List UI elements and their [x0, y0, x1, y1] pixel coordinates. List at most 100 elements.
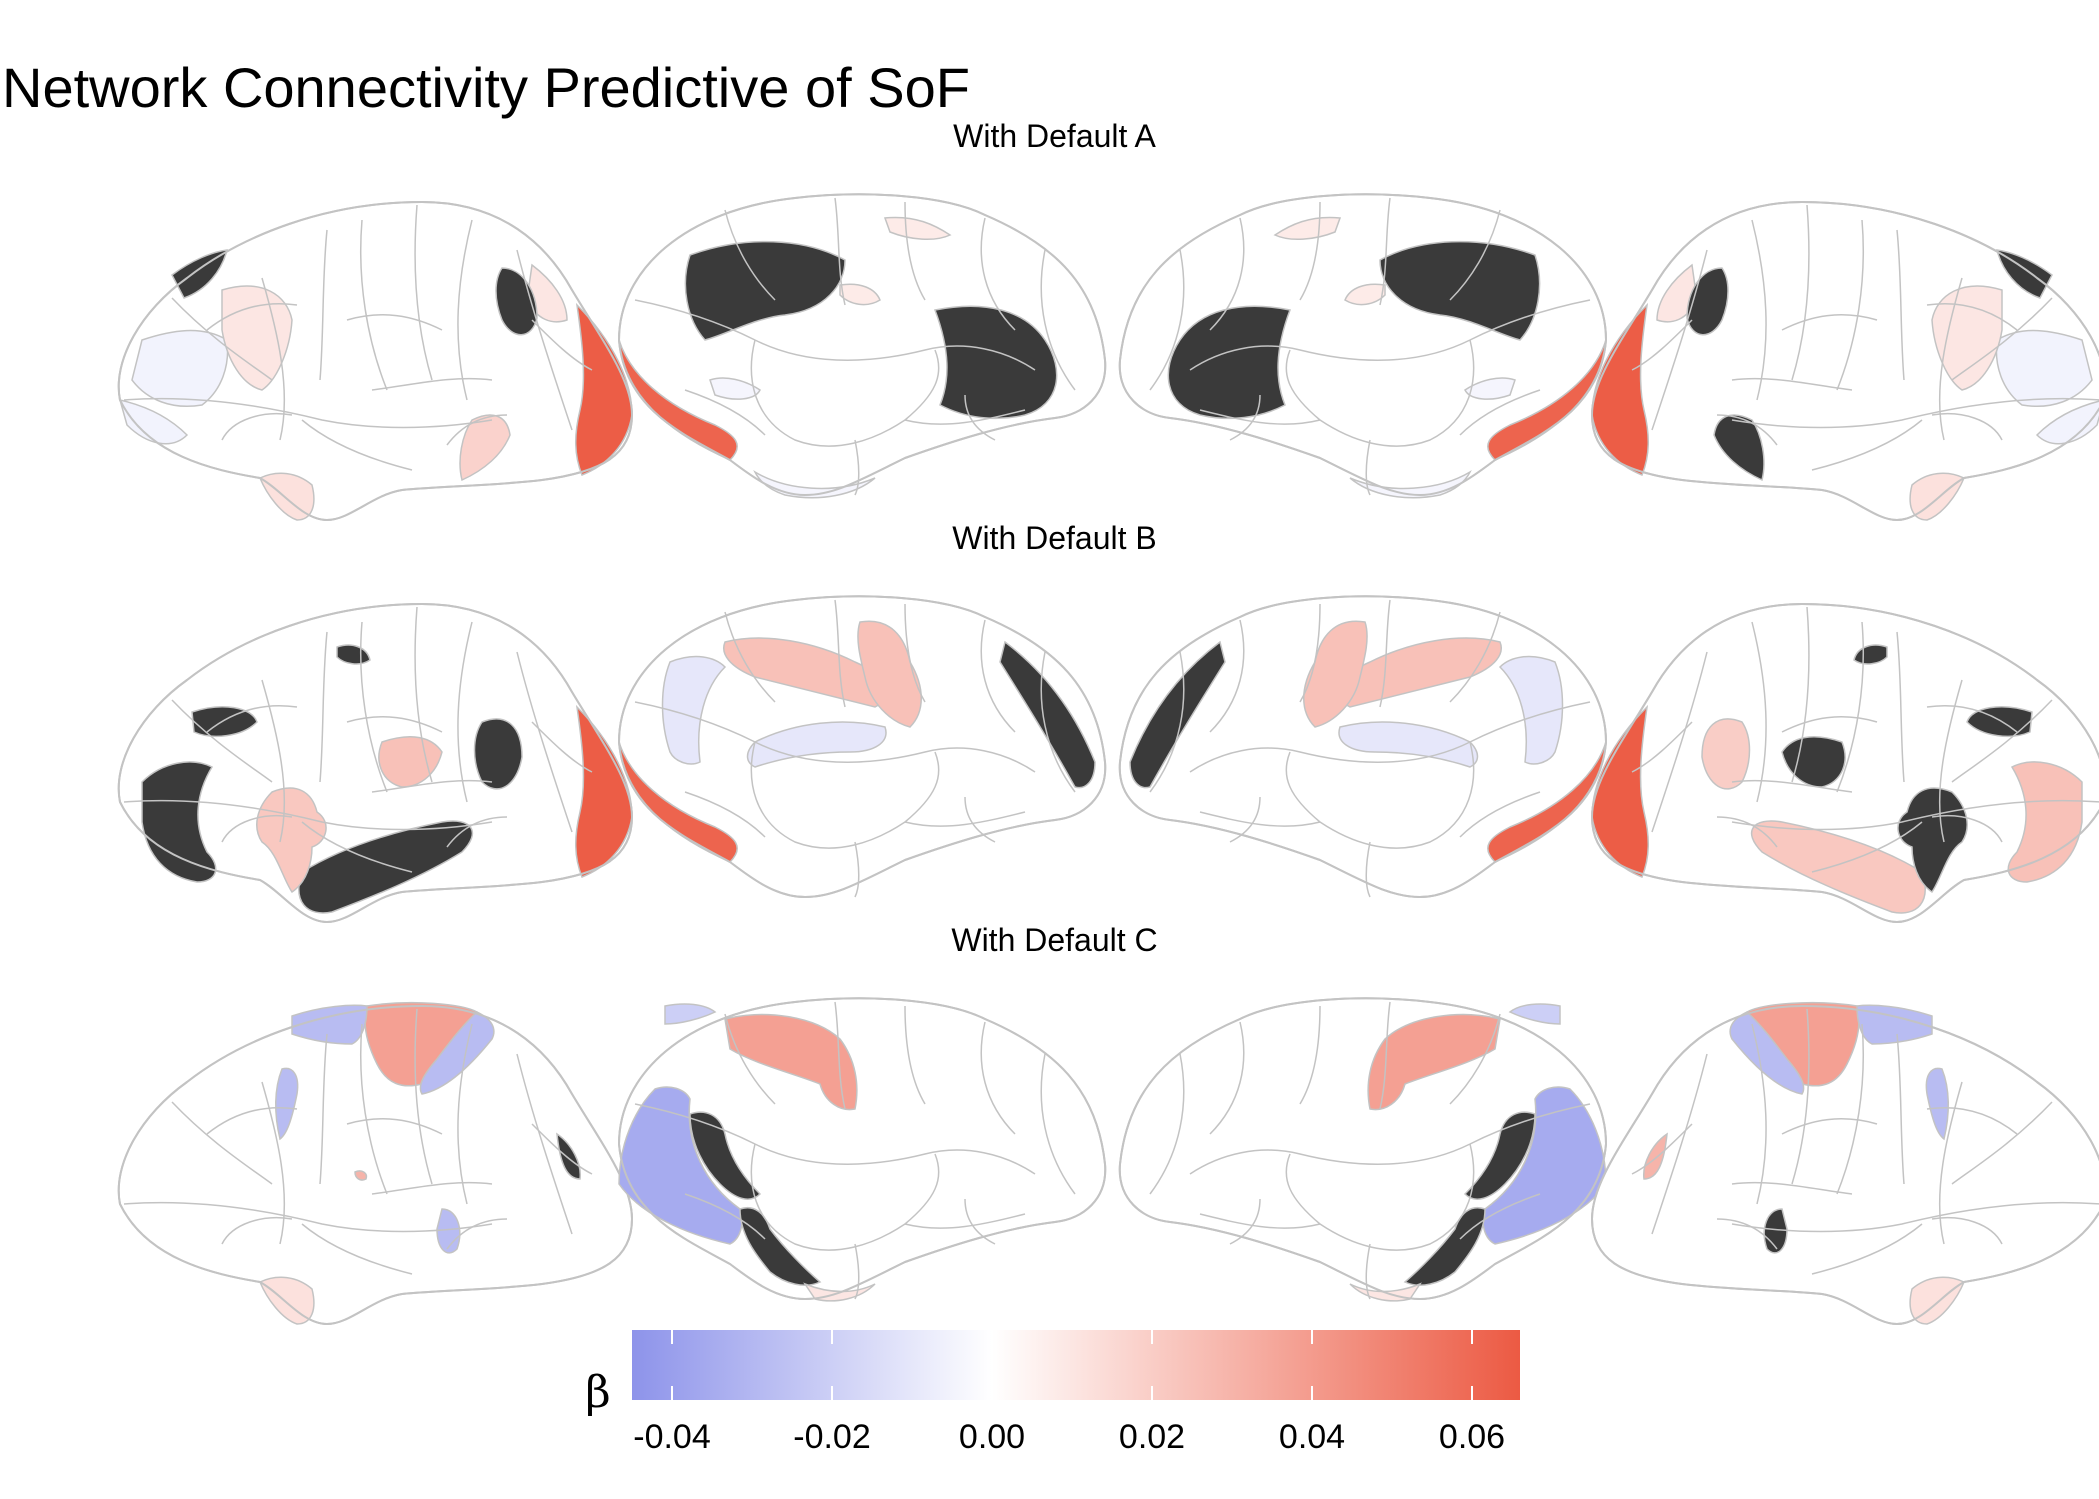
parcel-boundary: [1926, 705, 2018, 733]
parcel-boundary: [206, 705, 298, 733]
parcel-boundary: [1149, 249, 1185, 391]
brain-region: [661, 655, 727, 765]
parcel-boundary: [1931, 413, 2003, 441]
parcel-boundary: [1229, 1198, 1261, 1245]
parcel-boundary: [1365, 841, 1371, 898]
brain-region: [274, 1067, 299, 1141]
brain-region: [354, 1170, 368, 1181]
parcel-boundary: [634, 299, 756, 341]
parcel-boundary: [1379, 599, 1391, 708]
brain-region: [336, 644, 371, 665]
brain-region: [883, 216, 952, 240]
brain-outline-stroke: [617, 595, 1107, 899]
brain-region: [664, 1003, 717, 1025]
brain-region: [1996, 249, 2053, 299]
panel-title-c: With Default C: [951, 922, 1158, 958]
parcel-boundary: [1926, 1107, 2018, 1135]
parcel-boundary: [301, 419, 413, 471]
brain-view-c-1: [117, 1001, 634, 1326]
brain-region: [131, 329, 229, 407]
parcel-boundary: [1149, 1053, 1185, 1195]
parcel-boundary: [1791, 204, 1810, 381]
parcel-boundary: [980, 619, 1016, 733]
parcel-boundary: [904, 1005, 926, 1105]
parcel-boundary: [319, 229, 328, 381]
brain-view-c-4: [1590, 1001, 2099, 1326]
parcel-boundary: [206, 1107, 298, 1135]
parcel-boundary: [261, 277, 286, 441]
parcel-boundary: [1811, 1223, 1923, 1275]
parcel-boundary: [1781, 716, 1878, 733]
parcel-boundary: [1931, 815, 2003, 843]
brain-region: [1750, 820, 1926, 914]
parcel-boundary: [684, 1193, 766, 1240]
parcel-boundary: [904, 409, 1026, 425]
parcel-boundary: [371, 1181, 493, 1195]
colorbar-tick-label: -0.04: [633, 1418, 711, 1456]
parcel-boundary: [904, 1213, 1026, 1229]
parcel-boundary: [1811, 821, 1923, 873]
parcel-boundary: [1469, 1103, 1591, 1145]
brain-region: [1367, 1013, 1501, 1111]
brain-view-c-2: [617, 997, 1107, 1302]
parcel-boundary: [634, 1103, 756, 1145]
parcel-boundary: [754, 1143, 1036, 1175]
parcel-boundary: [834, 1001, 846, 1110]
parcel-boundary: [964, 1198, 996, 1245]
parcel-boundary: [1731, 1201, 2099, 1233]
brain-region: [933, 305, 1058, 420]
parcel-boundary: [1651, 1053, 1708, 1235]
parcel-boundary: [754, 339, 1036, 371]
parcel-boundary: [371, 377, 493, 391]
parcel-boundary: [724, 1013, 776, 1105]
brain-view-a-3: [1118, 193, 1608, 499]
parcel-boundary: [346, 716, 443, 733]
parcel-boundary: [221, 815, 293, 843]
parcel-boundary: [1285, 1143, 1475, 1251]
brain-region: [1763, 1208, 1788, 1254]
parcel-boundary: [446, 1218, 508, 1250]
parcel-boundary: [123, 397, 493, 429]
brain-region: [459, 414, 511, 482]
brain-region: [1344, 283, 1386, 306]
brain-region: [1966, 706, 2033, 738]
brain-region: [1273, 216, 1342, 240]
brain-region: [1167, 305, 1292, 420]
parcel-boundary: [1459, 1193, 1541, 1240]
brain-region: [259, 472, 315, 521]
brain-region: [1995, 329, 2093, 407]
brain-region: [1643, 1132, 1668, 1180]
brain-region: [298, 820, 474, 914]
brain-region: [1925, 1067, 1950, 1141]
parcel-boundary: [854, 841, 860, 898]
brain-view-c-3: [1118, 997, 1608, 1302]
brain-outline-stroke: [117, 200, 634, 522]
parcel-boundary: [1931, 1217, 2003, 1245]
brain-region: [684, 240, 846, 341]
parcel-boundary: [1040, 249, 1076, 391]
brain-region: [723, 637, 888, 708]
parcel-boundary: [1651, 249, 1708, 431]
brain-region: [1853, 644, 1888, 665]
brain-region: [1337, 637, 1502, 708]
brain-outline-stroke: [117, 1004, 634, 1326]
parcel-boundary: [1716, 414, 1778, 446]
parcel-boundary: [1365, 1243, 1371, 1300]
colorbar-gradient: [632, 1330, 1520, 1400]
parcel-boundary: [1449, 1013, 1501, 1105]
parcel-boundary: [1896, 631, 1905, 783]
brain-view-a-4: [1590, 200, 2099, 522]
parcel-boundary: [1836, 621, 1864, 793]
brain-region: [1909, 1276, 1965, 1325]
parcel-boundary: [724, 611, 776, 703]
parcel-boundary: [1365, 439, 1371, 496]
brain-region: [1129, 640, 1226, 789]
brain-region: [1713, 414, 1765, 482]
parcel-boundary: [834, 599, 846, 708]
parcel-boundary: [1285, 339, 1475, 447]
parcel-boundary: [1229, 394, 1261, 441]
parcel-boundary: [1199, 409, 1321, 425]
brain-view-a-1: [117, 200, 634, 522]
parcel-boundary: [414, 1008, 433, 1185]
parcel-boundary: [980, 217, 1016, 331]
